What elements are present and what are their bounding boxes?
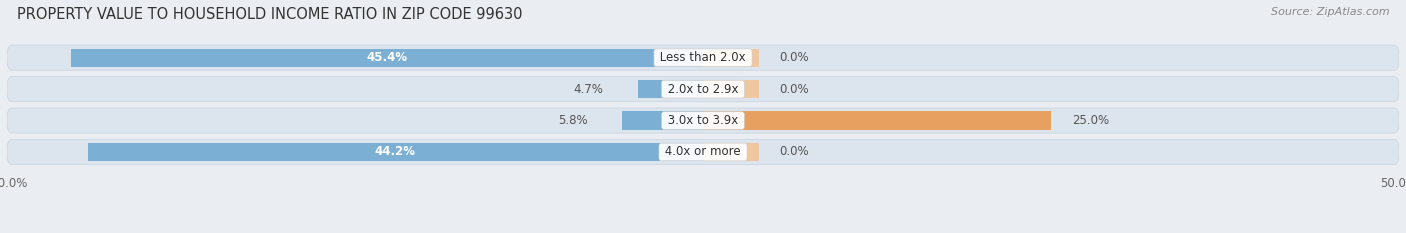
Bar — [703, 111, 1052, 130]
Text: Less than 2.0x: Less than 2.0x — [657, 51, 749, 64]
Text: 4.7%: 4.7% — [572, 83, 603, 96]
Text: Source: ZipAtlas.com: Source: ZipAtlas.com — [1271, 7, 1389, 17]
FancyBboxPatch shape — [7, 77, 1399, 102]
FancyBboxPatch shape — [7, 108, 1399, 133]
Text: PROPERTY VALUE TO HOUSEHOLD INCOME RATIO IN ZIP CODE 99630: PROPERTY VALUE TO HOUSEHOLD INCOME RATIO… — [17, 7, 523, 22]
Bar — [72, 49, 703, 67]
Text: 44.2%: 44.2% — [375, 145, 416, 158]
Text: 0.0%: 0.0% — [779, 83, 810, 96]
Text: 45.4%: 45.4% — [367, 51, 408, 64]
Text: 0.0%: 0.0% — [779, 51, 810, 64]
FancyBboxPatch shape — [7, 139, 1399, 164]
Bar — [637, 80, 703, 98]
Bar — [87, 143, 703, 161]
Bar — [703, 80, 759, 98]
FancyBboxPatch shape — [7, 45, 1399, 70]
Bar — [703, 49, 759, 67]
Bar — [623, 111, 703, 130]
Text: 25.0%: 25.0% — [1071, 114, 1109, 127]
Text: 0.0%: 0.0% — [779, 145, 810, 158]
Text: 2.0x to 2.9x: 2.0x to 2.9x — [664, 83, 742, 96]
Text: 4.0x or more: 4.0x or more — [661, 145, 745, 158]
Text: 5.8%: 5.8% — [558, 114, 588, 127]
Text: 3.0x to 3.9x: 3.0x to 3.9x — [664, 114, 742, 127]
Bar — [703, 143, 759, 161]
